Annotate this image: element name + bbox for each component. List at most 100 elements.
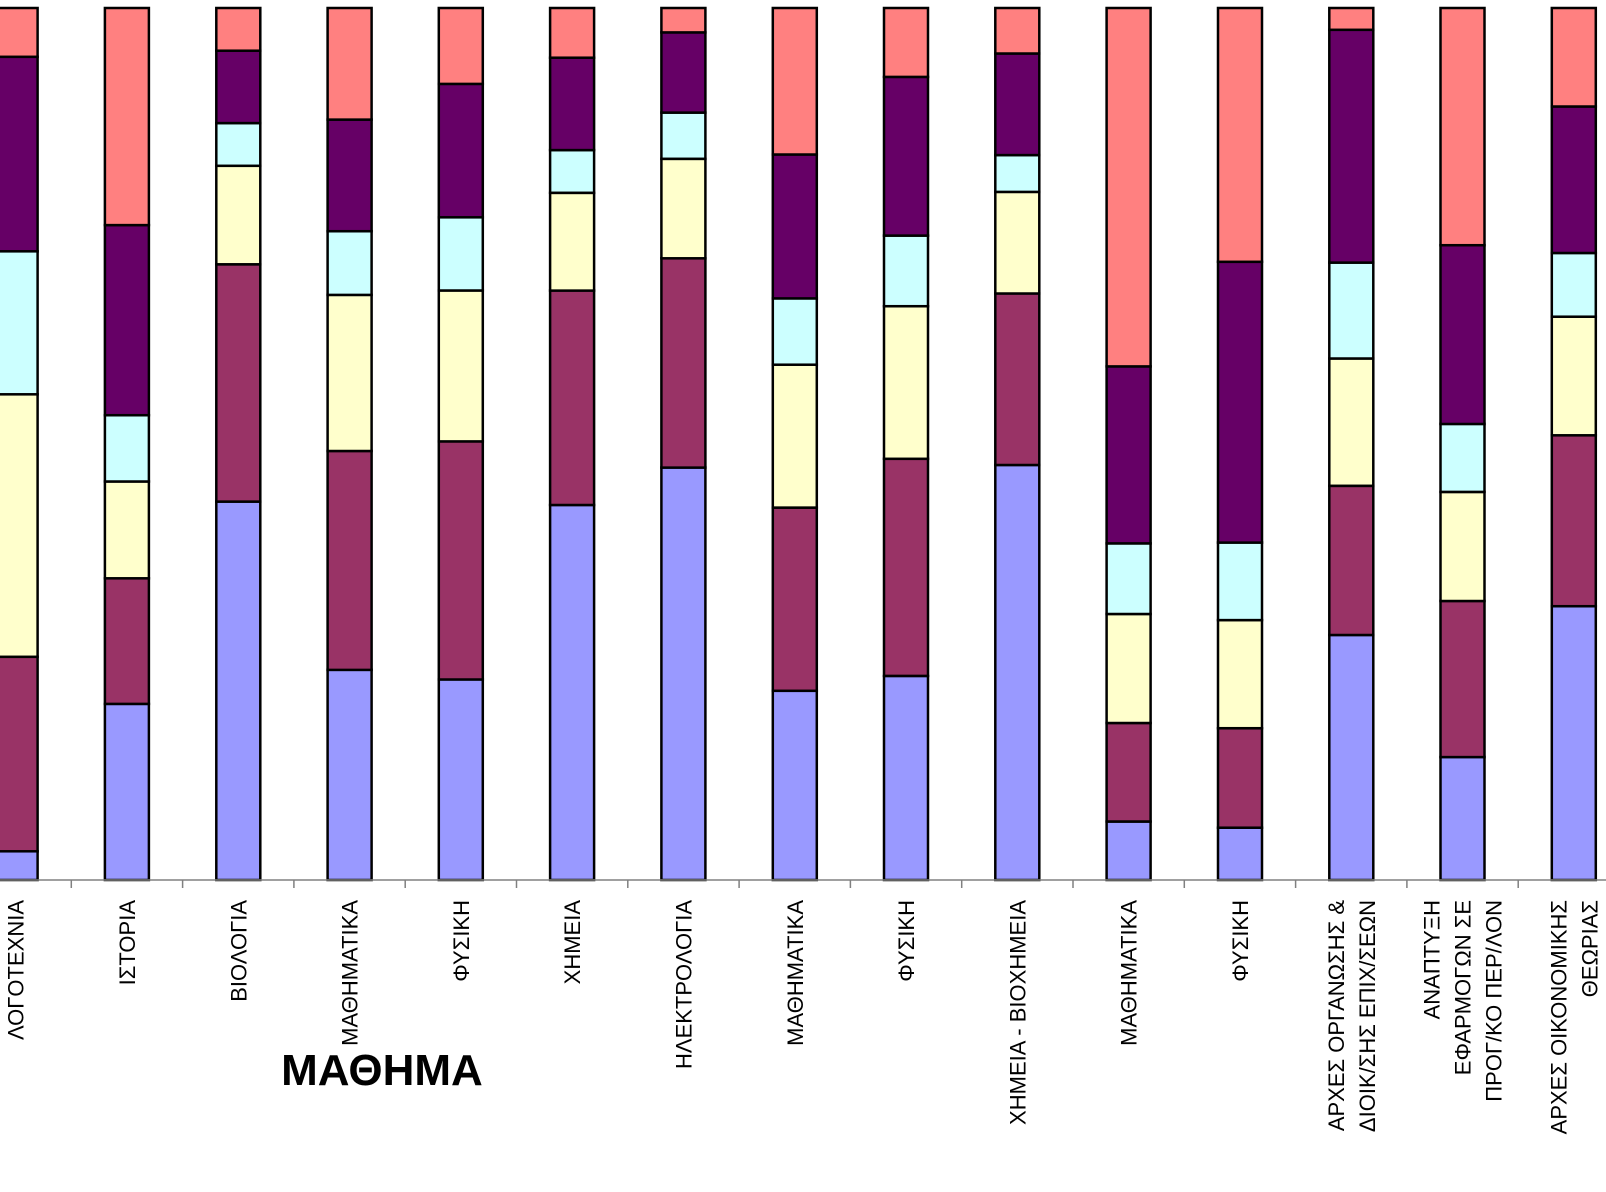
category-label-line: ΜΑΘΗΜΑΤΙΚΑ	[1117, 900, 1142, 1046]
bar-segment-12-4	[1328, 28, 1375, 264]
bar-segment-4-2	[437, 289, 485, 443]
category-label-line: ΔΙΟΙΚ/ΣΗΣ ΕΠΙΧ/ΣΕΩΝ	[1355, 900, 1380, 1132]
bar-segment-9-2	[994, 190, 1041, 295]
category-label-2: ΒΙΟΛΟΓΙΑ	[226, 900, 251, 1002]
bar-segment-3-2	[326, 293, 373, 453]
category-label-line: ΒΙΟΛΟΓΙΑ	[226, 900, 251, 1002]
bar-segment-6-2	[660, 157, 707, 260]
bar-segment-5-5	[548, 6, 596, 59]
bar-segment-2-1	[215, 263, 262, 503]
category-label-line: ΕΦΑΡΜΟΓΩΝ ΣΕ	[1451, 900, 1476, 1075]
bar-segment-7-4	[771, 153, 819, 300]
bar-segment-8-0	[882, 674, 930, 882]
bar-segment-11-5	[1216, 6, 1264, 264]
bar-segment-9-0	[994, 463, 1041, 882]
bar-segment-11-3	[1216, 541, 1264, 622]
category-label-line: ΦΥΣΙΚΗ	[449, 900, 474, 982]
category-label-line: ΧΗΜΕΙΑ	[560, 900, 585, 985]
bar-segment-8-1	[882, 457, 930, 678]
bar-segment-12-1	[1328, 484, 1375, 637]
bar-segment-14-3	[1550, 251, 1598, 318]
bar-segment-13-1	[1439, 599, 1486, 759]
bar-segment-2-2	[215, 164, 262, 266]
bar-segment-14-5	[1550, 6, 1598, 108]
bar-segment-8-3	[882, 234, 930, 308]
bar-segment-8-4	[882, 75, 930, 237]
category-labels: ΛΟΓΟΤΕΧΝΙΑ ΙΣΤΟΡΙΑ ΒΙΟΛΟΓΙΑ ΜΑΘΗΜΑΤΙΚΑ ΦΥΣΙΚ…	[4, 900, 1603, 1135]
bar-segment-4-3	[437, 216, 485, 292]
category-label-line: ΘΕΩΡΙΑΣ	[1577, 900, 1602, 997]
category-label-14: ΑΡΧΕΣ ΟΙΚΟΝΟΜΙΚΗΣ ΘΕΩΡΙΑΣ	[1546, 900, 1602, 1134]
bar-segment-0-0	[0, 849, 39, 882]
category-label-line: ΗΛΕΚΤΡΟΛΟΓΙΑ	[671, 900, 696, 1069]
bar-segment-7-0	[771, 689, 819, 882]
bar-segment-7-3	[771, 297, 819, 366]
category-label-13: ΑΝΑΠΤΥΞΗ ΕΦΑΡΜΟΓΩΝ ΣΕ ΠΡΟΓ/ΚΟ ΠΕΡ/ΛΟΝ	[1420, 900, 1507, 1102]
bar-segment-10-0	[1105, 820, 1152, 882]
category-label-line: ΛΟΓΟΤΕΧΝΙΑ	[4, 900, 29, 1040]
bar-segment-4-5	[437, 6, 485, 86]
bar-segment-14-4	[1550, 105, 1598, 255]
bar-segment-0-5	[0, 6, 39, 59]
bar-segment-3-0	[326, 668, 373, 882]
bar-segment-10-1	[1105, 721, 1152, 823]
category-label-4: ΦΥΣΙΚΗ	[449, 900, 474, 982]
bar-segment-7-1	[771, 506, 819, 693]
bar-segment-10-4	[1105, 365, 1152, 545]
bar-segment-1-4	[103, 223, 151, 417]
bar-segment-6-4	[660, 31, 707, 114]
bar-segment-8-2	[882, 304, 930, 461]
bar-segment-10-2	[1105, 612, 1152, 725]
category-label-3: ΜΑΘΗΜΑΤΙΚΑ	[338, 900, 363, 1046]
bar-segment-11-0	[1216, 826, 1264, 882]
category-label-line: ΑΡΧΕΣ ΟΙΚΟΝΟΜΙΚΗΣ	[1546, 900, 1571, 1134]
category-label-1: ΙΣΤΟΡΙΑ	[115, 900, 140, 986]
bar-segment-6-1	[660, 257, 707, 469]
bar-segment-6-5	[660, 6, 707, 34]
bar-segment-1-2	[103, 480, 151, 580]
category-label-8: ΦΥΣΙΚΗ	[894, 900, 919, 982]
category-label-line: ΧΗΜΕΙΑ - ΒΙΟΧΗΜΕΙΑ	[1005, 900, 1030, 1125]
bar-segment-6-0	[660, 466, 707, 882]
bar-segment-2-5	[215, 6, 262, 52]
bar-segment-7-2	[771, 363, 819, 509]
category-label-line: ΙΣΤΟΡΙΑ	[115, 900, 140, 986]
category-label-line: ΦΥΣΙΚΗ	[1228, 900, 1253, 982]
category-label-line: ΑΡΧΕΣ ΟΡΓΑΝΩΣΗΣ &	[1324, 900, 1349, 1131]
category-label-line: ΦΥΣΙΚΗ	[894, 900, 919, 982]
bar-segment-9-4	[994, 52, 1041, 157]
bar-segment-2-0	[215, 500, 262, 882]
bar-segment-12-5	[1328, 6, 1375, 32]
bar-segment-6-3	[660, 111, 707, 161]
category-label-line: ΜΑΘΗΜΑΤΙΚΑ	[338, 900, 363, 1046]
bar-segment-11-1	[1216, 727, 1264, 829]
bar-segment-3-3	[326, 229, 373, 297]
bar-segment-4-0	[437, 678, 485, 882]
x-axis	[0, 879, 1606, 888]
bar-segment-0-1	[0, 655, 39, 853]
bar-segment-1-5	[103, 6, 151, 227]
bar-segment-5-3	[548, 148, 596, 195]
bar-segment-14-2	[1550, 315, 1598, 437]
bar-segment-2-4	[215, 49, 262, 125]
bar-segment-3-1	[326, 449, 373, 672]
bars-layer	[0, 6, 1598, 882]
bar-segment-2-3	[215, 121, 262, 168]
category-label-10: ΜΑΘΗΜΑΤΙΚΑ	[1117, 900, 1142, 1046]
bar-segment-13-2	[1439, 490, 1486, 603]
category-label-line: ΜΑΘΗΜΑΤΙΚΑ	[783, 900, 808, 1046]
bar-segment-5-0	[548, 503, 596, 882]
bar-segment-12-0	[1328, 633, 1375, 882]
bar-segment-8-5	[882, 6, 930, 79]
bar-segment-1-3	[103, 413, 151, 483]
bar-segment-13-0	[1439, 755, 1486, 882]
bar-segment-9-1	[994, 292, 1041, 467]
bar-segment-10-3	[1105, 542, 1152, 616]
bar-segment-5-4	[548, 56, 596, 152]
bar-segment-11-4	[1216, 260, 1264, 544]
bar-segment-10-5	[1105, 6, 1152, 368]
x-axis-title: ΜΑΘΗΜΑ	[281, 1046, 483, 1095]
bar-segment-13-3	[1439, 422, 1486, 494]
category-label-11: ΦΥΣΙΚΗ	[1228, 900, 1253, 982]
